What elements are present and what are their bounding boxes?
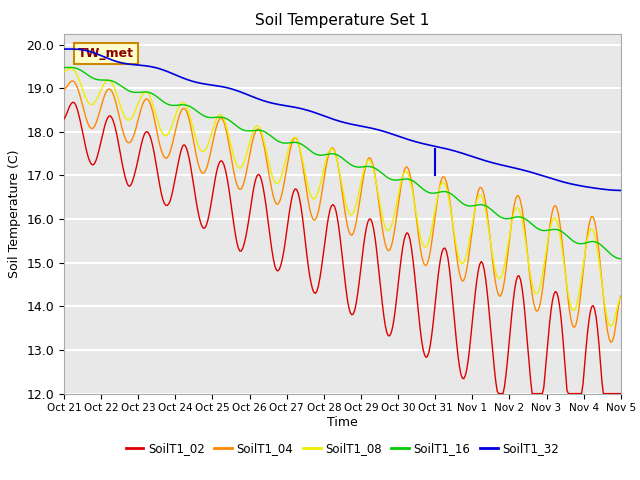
X-axis label: Time: Time [327,416,358,429]
Text: TW_met: TW_met [78,47,134,60]
Y-axis label: Soil Temperature (C): Soil Temperature (C) [8,149,21,278]
Legend: SoilT1_02, SoilT1_04, SoilT1_08, SoilT1_16, SoilT1_32: SoilT1_02, SoilT1_04, SoilT1_08, SoilT1_… [121,437,564,460]
Title: Soil Temperature Set 1: Soil Temperature Set 1 [255,13,429,28]
